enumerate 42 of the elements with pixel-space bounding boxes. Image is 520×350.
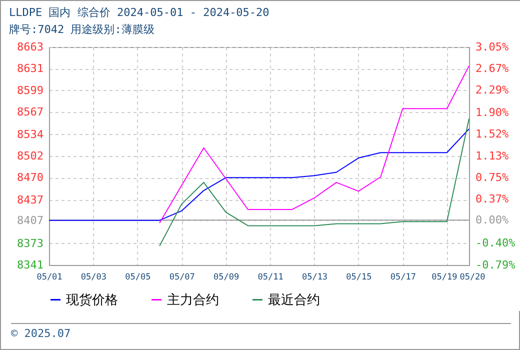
chart-subtitle: 牌号:7042 用途级别:薄膜级 <box>9 23 154 36</box>
y-tick-label: 8437 <box>17 194 44 207</box>
x-tick-label: 05/20 <box>460 272 486 282</box>
y-tick-label: 8663 <box>17 40 44 54</box>
x-tick-label: 05/11 <box>258 272 284 282</box>
y-tick-label: 8407 <box>17 214 44 227</box>
y-tick-label: 8534 <box>17 128 44 141</box>
y-tick-label: 8502 <box>17 150 44 162</box>
y2-tick-label: -0.79% <box>476 258 516 272</box>
line-series <box>159 65 470 224</box>
legend-label: 最近合约 <box>268 292 320 308</box>
y2-tick-label: -0.40% <box>476 236 516 250</box>
y2-tick-label: 1.13% <box>476 150 509 162</box>
x-tick-label: 05/13 <box>302 272 328 282</box>
y2-tick-label: 0.37% <box>476 192 509 206</box>
y2-tick-label: 1.90% <box>476 106 509 119</box>
x-tick-label: 05/15 <box>346 272 372 282</box>
y-tick-label: 8470 <box>17 171 44 184</box>
x-tick-label: 05/07 <box>169 272 195 282</box>
y2-tick-label: 0.00% <box>476 214 509 227</box>
y-tick-label: 8631 <box>17 62 44 76</box>
legend-label: 主力合约 <box>167 292 219 308</box>
y2-tick-label: 2.67% <box>476 62 509 76</box>
y2-tick-label: 0.75% <box>476 171 509 184</box>
legend-label: 现货价格 <box>66 292 118 308</box>
text: © 2025.07 <box>11 327 71 340</box>
x-tick-label: 05/17 <box>390 272 416 282</box>
y2-tick-label: 3.05% <box>476 40 509 54</box>
x-tick-label: 05/01 <box>36 272 62 282</box>
x-tick-label: 05/03 <box>80 272 107 282</box>
y-tick-label: 8341 <box>17 258 44 272</box>
chart-title: LLDPE 国内 综合价 2024-05-01 - 2024-05-20 <box>9 6 270 19</box>
y2-tick-label: 1.52% <box>476 127 509 140</box>
line-series <box>48 128 470 221</box>
y-tick-label: 8599 <box>17 84 44 97</box>
x-tick-label: 05/19 <box>432 272 458 282</box>
y-tick-label: 8567 <box>17 105 44 118</box>
y-tick-label: 8373 <box>17 236 44 250</box>
y2-tick-label: 2.29% <box>476 84 509 97</box>
x-tick-label: 05/09 <box>214 272 240 282</box>
line-series <box>159 118 470 247</box>
x-tick-label: 05/05 <box>125 272 151 282</box>
